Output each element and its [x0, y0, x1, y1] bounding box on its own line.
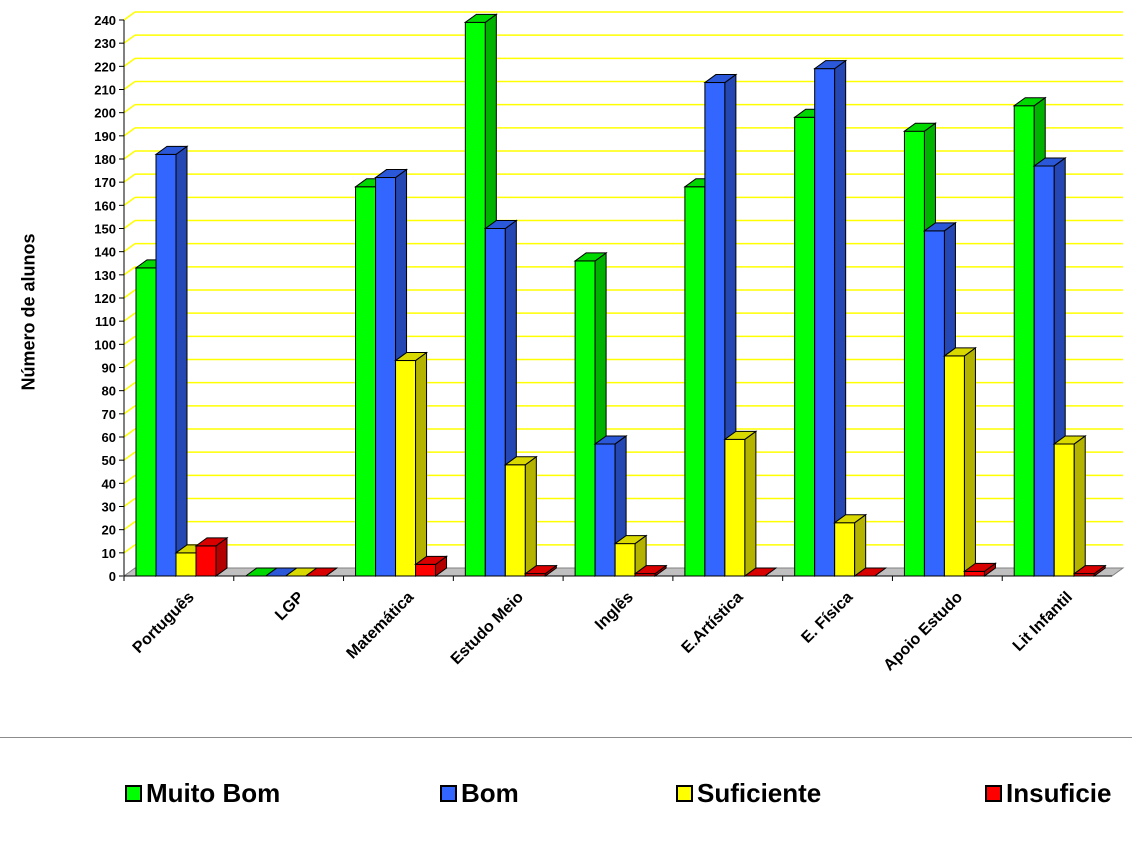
- bar-suficiente-e-artistica: [723, 430, 758, 577]
- gridline-side: [123, 497, 136, 508]
- y-tick-label: 180: [94, 152, 116, 167]
- legend-swatch-muito-bom: [125, 785, 142, 802]
- y-tick-label: 40: [102, 476, 116, 491]
- y-tick-label: 60: [102, 430, 116, 445]
- y-tick-label: 230: [94, 36, 116, 51]
- legend-label-insuficiente: Insuficie: [1006, 778, 1112, 808]
- gridline-side: [123, 80, 136, 91]
- legend: Muito Bom Bom Suficiente Insuficie: [0, 778, 1132, 818]
- y-tick-label: 90: [102, 361, 116, 376]
- legend-swatch-bom: [440, 785, 457, 802]
- y-tick-label: 220: [94, 59, 116, 74]
- gridline-side: [123, 104, 136, 114]
- x-tick-label-apoio-estudo: Apoio Estudo: [881, 589, 967, 675]
- y-tick-label: 130: [94, 268, 116, 283]
- gridline-side: [123, 544, 136, 554]
- gridline-side: [123, 57, 136, 67]
- y-tick-label: 0: [109, 569, 116, 584]
- gridline-side: [123, 34, 136, 44]
- y-tick-label: 210: [94, 83, 116, 98]
- y-tick-label: 50: [102, 453, 116, 468]
- x-tick-label-portugues: Português: [130, 589, 198, 657]
- gridline-side: [123, 150, 136, 160]
- legend-label-bom: Bom: [461, 778, 519, 808]
- gridline-side: [123, 521, 136, 531]
- y-tick-label: 160: [94, 198, 116, 213]
- y-tick-label: 20: [102, 523, 116, 538]
- y-tick-label: 30: [102, 500, 116, 515]
- legend-label-suficiente: Suficiente: [697, 778, 822, 808]
- gridline-side: [123, 451, 136, 461]
- gridline-side: [123, 11, 136, 21]
- bar-insuficiente-ingles: [633, 564, 668, 577]
- y-axis-label: Número de alunos: [18, 233, 39, 391]
- x-tick-label-e-fisica: E. Física: [798, 589, 856, 647]
- x-tick-label-ingles: Inglês: [592, 589, 637, 634]
- y-tick-label: 100: [94, 337, 116, 352]
- bar-suficiente-matematica: [394, 351, 429, 577]
- x-tick-label-lgp: LGP: [272, 589, 308, 625]
- bar-suficiente-estudo-meio: [503, 455, 538, 577]
- legend-swatch-insuficiente: [985, 785, 1002, 802]
- gridline-side: [123, 243, 136, 253]
- gridline-side: [123, 382, 136, 392]
- x-tick-label-lit-infantil: Lit Infantil: [1010, 589, 1076, 655]
- y-tick-label: 80: [102, 384, 116, 399]
- bar-suficiente-lit-infantil: [1052, 434, 1087, 577]
- legend-item-insuficiente: Insuficie: [985, 778, 1111, 809]
- x-tick-label-matematica: Matemática: [344, 589, 418, 663]
- bar-bom-portugues: [154, 145, 189, 577]
- legend-swatch-suficiente: [676, 785, 693, 802]
- bar-suficiente-e-fisica: [833, 513, 868, 577]
- y-tick-label: 190: [94, 129, 116, 144]
- y-tick-label: 70: [102, 407, 116, 422]
- x-tick-label-e-artistica: E.Artística: [679, 589, 747, 657]
- gridline-side: [123, 358, 136, 369]
- gridline-side: [123, 289, 136, 299]
- y-tick-label: 120: [94, 291, 116, 306]
- gridline-side: [123, 312, 136, 322]
- y-tick-label: 170: [94, 175, 116, 190]
- legend-item-muito-bom: Muito Bom: [125, 778, 280, 809]
- y-tick-label: 150: [94, 222, 116, 237]
- gridline-side: [123, 127, 136, 137]
- y-tick-label: 240: [94, 13, 116, 28]
- legend-item-bom: Bom: [440, 778, 519, 809]
- gridline-side: [123, 335, 136, 345]
- bar-insuficiente-matematica: [414, 555, 449, 577]
- y-tick-label: 140: [94, 245, 116, 260]
- bar-suficiente-ingles: [613, 534, 648, 577]
- y-tick-label: 10: [102, 546, 116, 561]
- y-tick-label: 110: [95, 314, 116, 329]
- gridline-side: [123, 428, 136, 438]
- gridline-side: [123, 196, 136, 206]
- x-tick-label-estudo-meio: Estudo Meio: [448, 589, 527, 668]
- legend-label-muito-bom: Muito Bom: [146, 778, 281, 808]
- gridline-side: [123, 219, 136, 230]
- legend-divider: [0, 737, 1132, 738]
- bar-insuficiente-portugues: [194, 536, 229, 577]
- y-tick-label: 200: [94, 106, 116, 121]
- bar-bom-e-fisica: [813, 59, 848, 577]
- gridline-side: [123, 173, 136, 183]
- legend-item-suficiente: Suficiente: [676, 778, 821, 809]
- bar-suficiente-apoio-estudo: [942, 346, 977, 577]
- gridline-side: [123, 405, 136, 415]
- bar-insuficiente-lit-infantil: [1072, 564, 1107, 577]
- gridline-side: [123, 474, 136, 484]
- gridline-side: [123, 266, 136, 276]
